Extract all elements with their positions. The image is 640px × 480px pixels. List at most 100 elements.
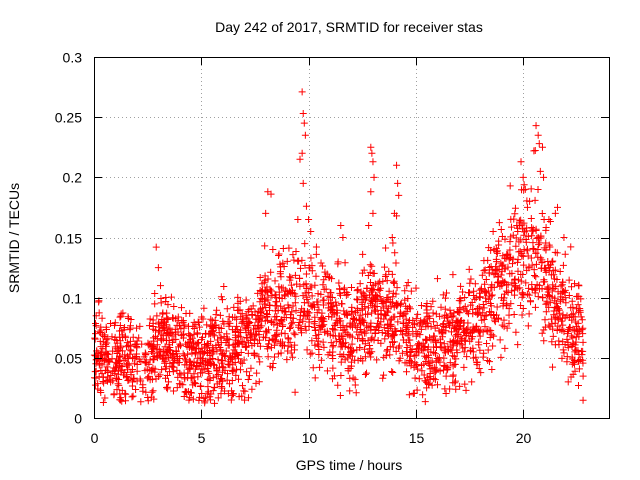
data-point	[336, 285, 344, 293]
data-point	[353, 295, 361, 303]
data-point	[457, 297, 465, 305]
data-point	[354, 286, 362, 294]
data-point	[98, 348, 106, 356]
data-point	[117, 396, 125, 404]
data-point	[306, 350, 314, 358]
data-point	[415, 341, 423, 349]
data-point	[518, 311, 526, 319]
data-point	[206, 376, 214, 384]
data-point	[451, 325, 459, 333]
data-point	[277, 273, 285, 281]
data-point	[260, 300, 268, 308]
data-point	[578, 316, 586, 324]
data-point	[329, 364, 337, 372]
data-point	[222, 336, 230, 344]
data-point	[459, 288, 467, 296]
data-point	[204, 383, 212, 391]
data-point	[528, 281, 536, 289]
data-point	[545, 215, 553, 223]
data-point	[287, 281, 295, 289]
data-point	[391, 249, 399, 257]
data-point	[545, 267, 553, 275]
data-point	[144, 341, 152, 349]
data-point	[530, 245, 538, 253]
data-point	[568, 297, 576, 305]
data-point	[551, 209, 559, 217]
data-point	[224, 318, 232, 326]
data-point	[359, 289, 367, 297]
data-point	[559, 338, 567, 346]
data-point	[495, 219, 503, 227]
data-point	[534, 293, 542, 301]
data-point	[115, 375, 123, 383]
data-point	[571, 313, 579, 321]
data-point	[575, 328, 583, 336]
data-point	[191, 379, 199, 387]
data-point	[127, 347, 135, 355]
data-point	[560, 328, 568, 336]
data-point	[446, 338, 454, 346]
data-point	[113, 386, 121, 394]
data-point	[440, 320, 448, 328]
data-point	[431, 324, 439, 332]
data-point	[359, 250, 367, 258]
data-point	[542, 308, 550, 316]
data-point	[472, 325, 480, 333]
data-point	[390, 277, 398, 285]
data-point	[344, 364, 352, 372]
data-point	[367, 299, 375, 307]
data-point	[441, 349, 449, 357]
data-point	[552, 299, 560, 307]
data-point	[205, 359, 213, 367]
data-point	[128, 382, 136, 390]
data-point	[512, 328, 520, 336]
data-point	[236, 329, 244, 337]
data-point	[301, 322, 309, 330]
data-point	[501, 254, 509, 262]
data-point	[351, 375, 359, 383]
data-point	[377, 310, 385, 318]
data-point	[199, 315, 207, 323]
data-point	[163, 314, 171, 322]
data-point	[523, 290, 531, 298]
data-point	[180, 393, 188, 401]
data-point	[332, 337, 340, 345]
data-point	[113, 350, 121, 358]
data-point	[256, 358, 264, 366]
data-point	[579, 372, 587, 380]
data-point	[518, 289, 526, 297]
data-point	[563, 353, 571, 361]
data-point	[379, 374, 387, 382]
data-point	[384, 327, 392, 335]
data-point	[164, 316, 172, 324]
data-point	[309, 364, 317, 372]
data-point	[557, 282, 565, 290]
data-point	[103, 339, 111, 347]
data-point	[178, 304, 186, 312]
data-point	[488, 281, 496, 289]
data-point	[127, 315, 135, 323]
data-point	[162, 374, 170, 382]
data-point	[123, 339, 131, 347]
data-point	[522, 238, 530, 246]
data-point	[314, 290, 322, 298]
data-point	[245, 339, 253, 347]
data-point	[446, 306, 454, 314]
data-point	[308, 283, 316, 291]
data-point	[449, 342, 457, 350]
data-point	[234, 306, 242, 314]
data-point	[534, 131, 542, 139]
data-point	[458, 341, 466, 349]
data-point	[289, 251, 297, 259]
data-point	[386, 298, 394, 306]
data-point	[226, 319, 234, 327]
data-point	[382, 271, 390, 279]
data-point	[579, 396, 587, 404]
data-point	[337, 371, 345, 379]
data-point	[427, 348, 435, 356]
data-point	[193, 329, 201, 337]
data-point	[364, 310, 372, 318]
data-point	[244, 349, 252, 357]
data-point	[363, 322, 371, 330]
data-point	[161, 343, 169, 351]
